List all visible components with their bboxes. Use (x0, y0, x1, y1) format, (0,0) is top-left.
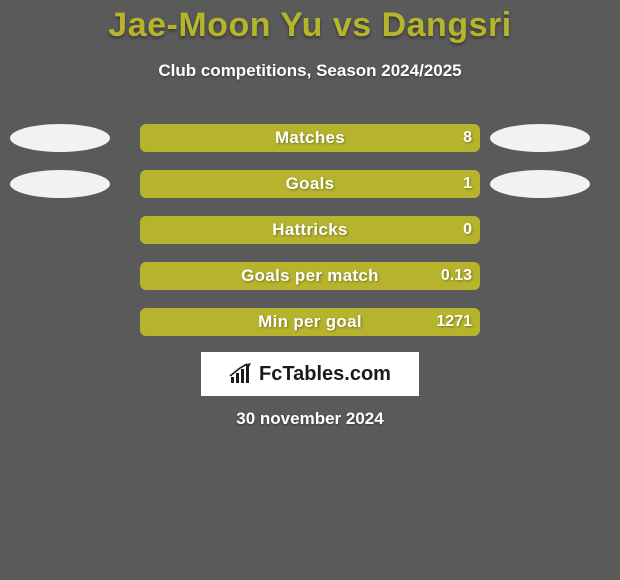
stat-label: Matches (140, 128, 480, 148)
stat-bar: Matches8 (140, 124, 480, 152)
right-ellipse (490, 124, 590, 152)
stat-bar: Goals per match0.13 (140, 262, 480, 290)
bar-chart-icon (229, 363, 255, 385)
stat-label: Goals per match (140, 266, 480, 286)
left-ellipse (10, 124, 110, 152)
stat-bar: Hattricks0 (140, 216, 480, 244)
stat-row: Min per goal1271 (0, 308, 620, 336)
left-ellipse (10, 170, 110, 198)
snapshot-date: 30 november 2024 (0, 409, 620, 429)
stat-label: Hattricks (140, 220, 480, 240)
right-ellipse (490, 170, 590, 198)
page-subtitle: Club competitions, Season 2024/2025 (0, 61, 620, 81)
stat-label: Goals (140, 174, 480, 194)
stat-bar: Min per goal1271 (140, 308, 480, 336)
stat-bar: Goals1 (140, 170, 480, 198)
stat-value: 1271 (436, 313, 472, 331)
stat-row: Goals1 (0, 170, 620, 198)
stat-row: Matches8 (0, 124, 620, 152)
stat-value: 8 (463, 129, 472, 147)
page-title: Jae-Moon Yu vs Dangsri (0, 0, 620, 45)
stats-rows: Matches8Goals1Hattricks0Goals per match0… (0, 124, 620, 354)
stat-value: 0 (463, 221, 472, 239)
stat-value: 1 (463, 175, 472, 193)
brand-badge: FcTables.com (201, 352, 419, 396)
stat-value: 0.13 (441, 267, 472, 285)
stat-row: Goals per match0.13 (0, 262, 620, 290)
comparison-card: Jae-Moon Yu vs Dangsri Club competitions… (0, 0, 620, 580)
stat-row: Hattricks0 (0, 216, 620, 244)
brand-text: FcTables.com (259, 363, 391, 386)
stat-label: Min per goal (140, 312, 480, 332)
